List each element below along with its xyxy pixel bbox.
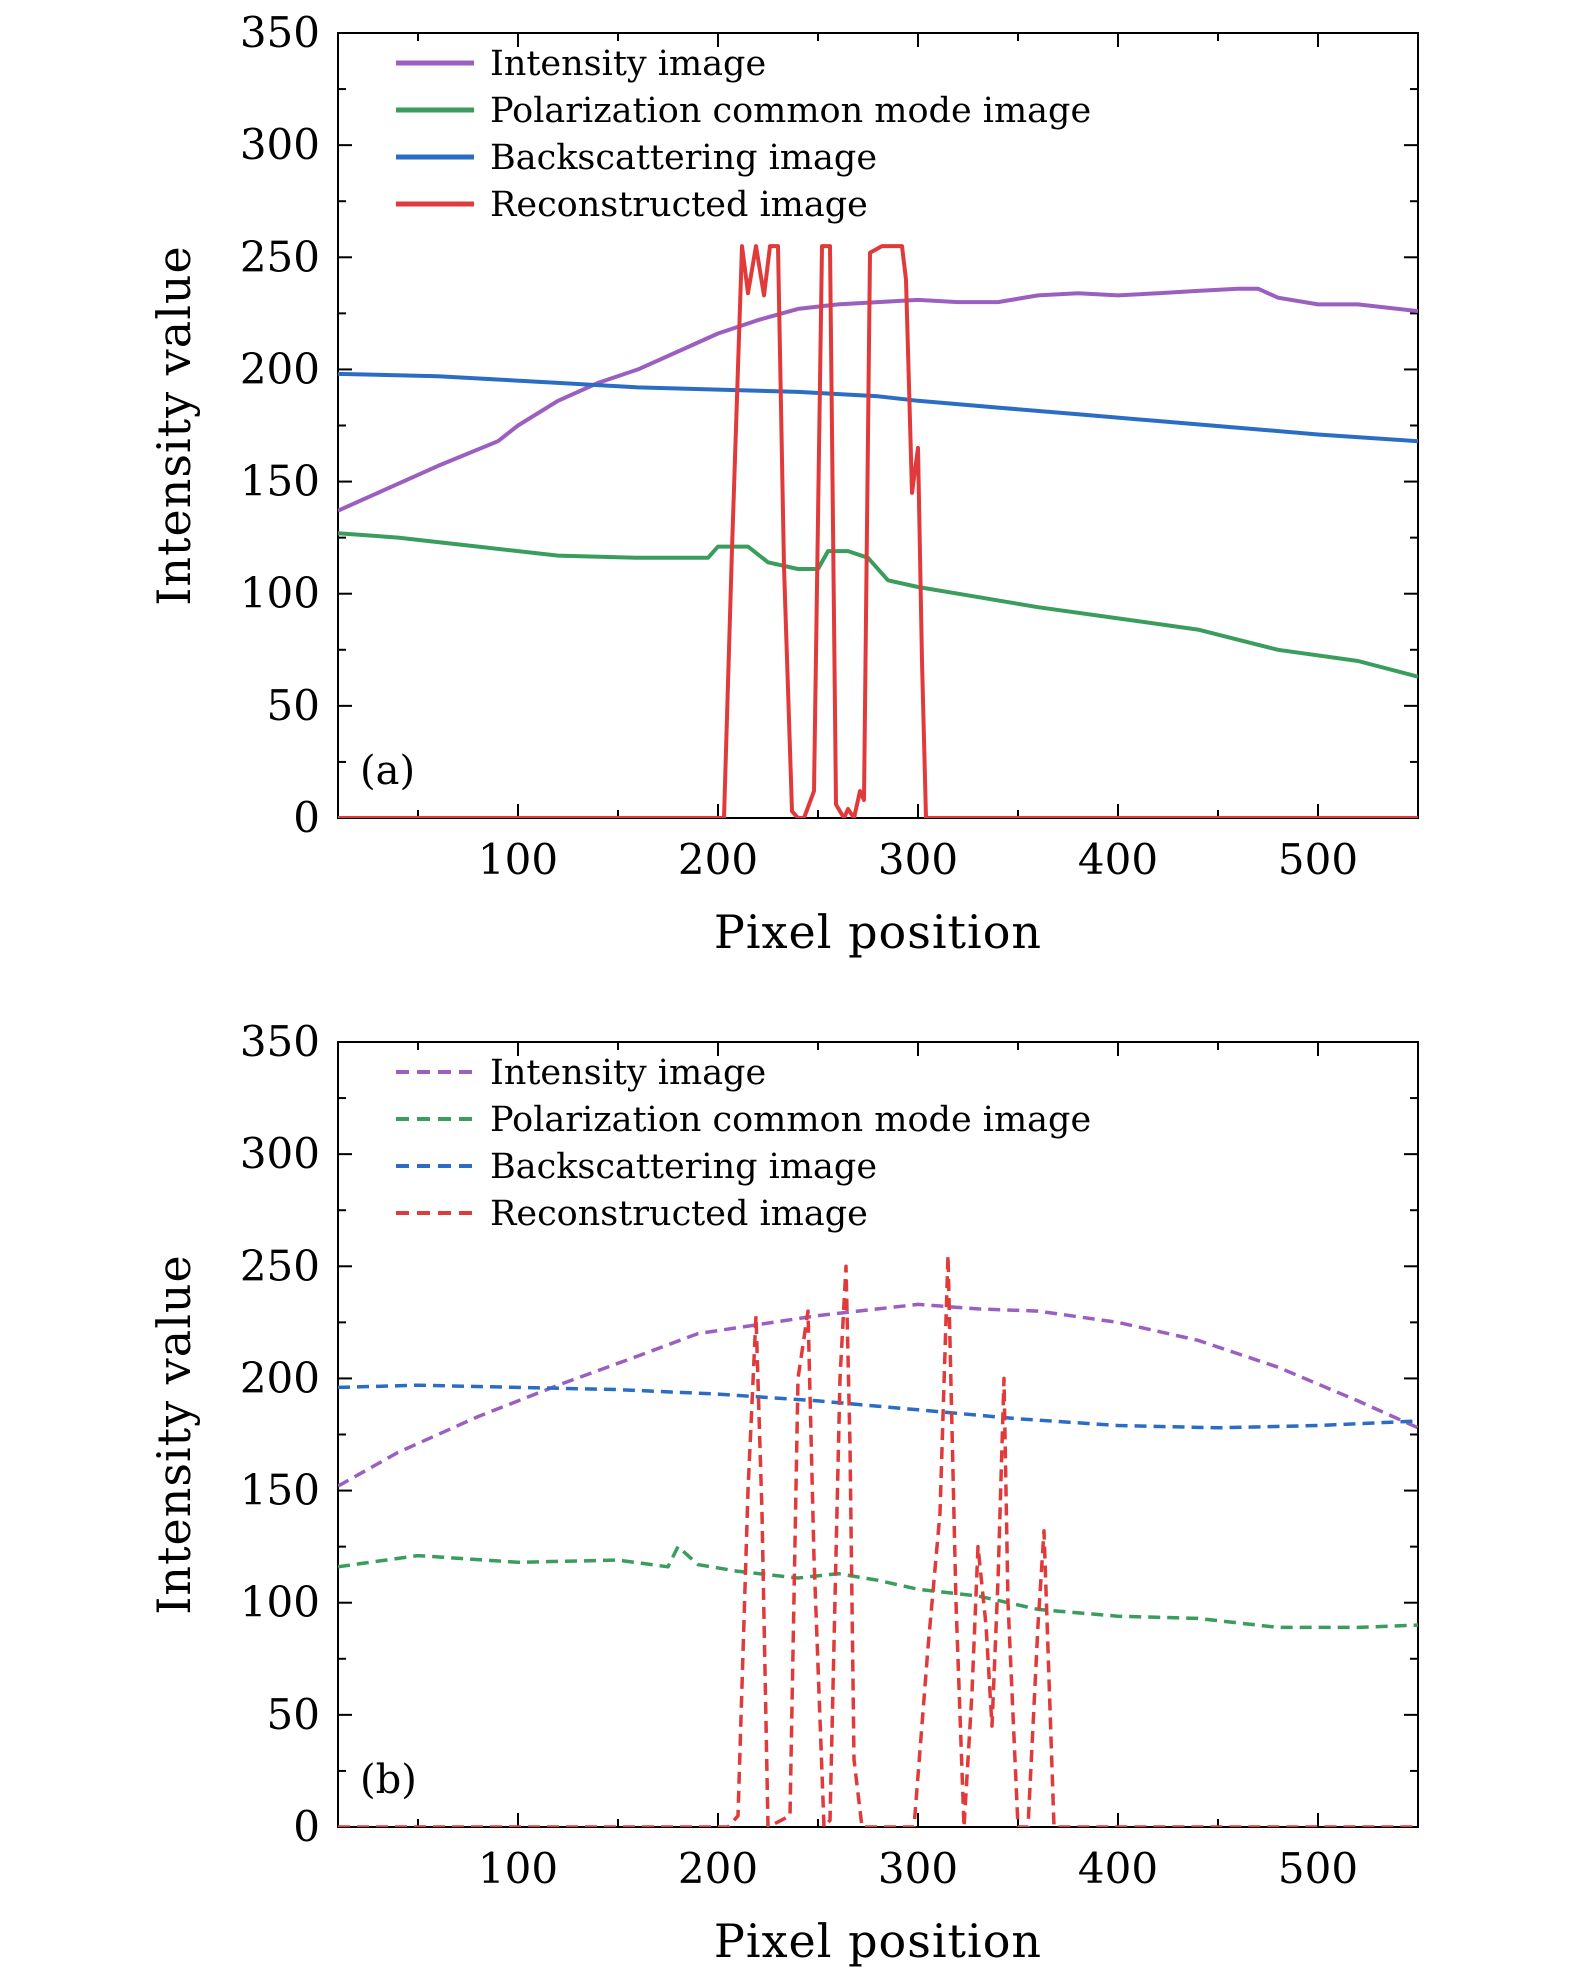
legend-label: Polarization common mode image [490, 91, 1091, 131]
x-tick-label: 100 [478, 1844, 558, 1893]
y-tick-label: 350 [240, 1017, 320, 1066]
series-line-reconstructed-image [338, 1253, 1418, 1827]
y-tick-label: 350 [240, 8, 320, 57]
legend-label: Backscattering image [490, 138, 877, 178]
series-line-polarization-common-mode-image [338, 1544, 1418, 1630]
x-tick-label: 100 [478, 835, 558, 884]
x-tick-label: 200 [678, 1844, 758, 1893]
y-tick-label: 300 [240, 1129, 320, 1178]
y-tick-label: 100 [240, 569, 320, 618]
legend-label: Intensity image [490, 1053, 766, 1093]
legend-label: Reconstructed image [490, 1194, 868, 1234]
panel-b: 100 200 300 400 500 0 50 100 150 200 250 300 350 Pixe… [147, 1017, 1419, 1968]
y-tick-label: 250 [240, 232, 320, 281]
x-tick-label: 500 [1278, 1844, 1358, 1893]
x-axis-title: Pixel position [714, 905, 1042, 959]
x-tick-label: 300 [878, 1844, 958, 1893]
y-tick-label: 150 [240, 457, 320, 506]
y-tick-label: 0 [293, 793, 320, 842]
y-axis-title: Intensity value [147, 1254, 201, 1615]
series-line-backscattering-image [338, 371, 1418, 444]
x-tick-label: 400 [1078, 835, 1158, 884]
series-line-intensity-image [338, 286, 1418, 513]
y-tick-label: 50 [267, 1690, 320, 1739]
legend-label: Reconstructed image [490, 185, 868, 225]
x-axis-title: Pixel position [714, 1914, 1042, 1968]
legend-label: Intensity image [490, 44, 766, 84]
series-line-intensity-image [338, 1302, 1418, 1488]
panel-a: 100 200 300 400 500 0 50 100 150 200 250 300 350 Pixe… [147, 8, 1419, 959]
series-line-backscattering-image [338, 1383, 1418, 1430]
y-tick-label: 0 [293, 1802, 320, 1851]
x-tick-label: 500 [1278, 835, 1358, 884]
panel-label: (b) [360, 1757, 417, 1803]
legend-label: Backscattering image [490, 1147, 877, 1187]
y-tick-label: 300 [240, 120, 320, 169]
y-tick-label: 100 [240, 1578, 320, 1627]
y-tick-label: 200 [240, 344, 320, 393]
x-tick-label: 200 [678, 835, 758, 884]
x-tick-label: 300 [878, 835, 958, 884]
legend-label: Polarization common mode image [490, 1100, 1091, 1140]
y-axis-title: Intensity value [147, 245, 201, 606]
series-line-polarization-common-mode-image [338, 531, 1418, 679]
x-tick-label: 400 [1078, 1844, 1158, 1893]
panel-label: (a) [360, 748, 415, 794]
y-tick-label: 150 [240, 1466, 320, 1515]
series-line-reconstructed-image [338, 244, 1418, 818]
y-tick-label: 200 [240, 1353, 320, 1402]
y-tick-label: 250 [240, 1241, 320, 1290]
y-tick-label: 50 [267, 681, 320, 730]
